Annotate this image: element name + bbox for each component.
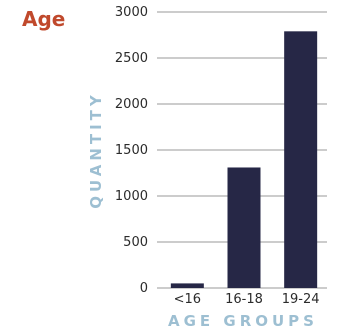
x-axis-ticks: <16 16-18 19-24 xyxy=(174,292,320,307)
y-tick-label: 1000 xyxy=(115,189,148,204)
chart-title: Age xyxy=(22,7,65,31)
y-tick-label: 3000 xyxy=(115,5,148,20)
y-axis-ticks: 0 500 1000 1500 2000 2500 3000 xyxy=(115,5,148,296)
y-axis-label: QUANTITY xyxy=(87,91,105,209)
y-tick-label: 2000 xyxy=(115,97,148,112)
bar xyxy=(284,31,318,288)
x-axis-label: AGE GROUPS xyxy=(168,312,318,330)
y-tick-label: 0 xyxy=(140,281,148,296)
x-tick-label: <16 xyxy=(174,292,201,307)
y-tick-label: 2500 xyxy=(115,51,148,66)
x-tick-label: 19-24 xyxy=(282,292,320,307)
x-tick-label: 16-18 xyxy=(225,292,263,307)
bar xyxy=(227,167,261,288)
bars xyxy=(170,31,318,288)
bar xyxy=(170,283,204,288)
y-tick-label: 500 xyxy=(123,235,148,250)
y-tick-label: 1500 xyxy=(115,143,148,158)
